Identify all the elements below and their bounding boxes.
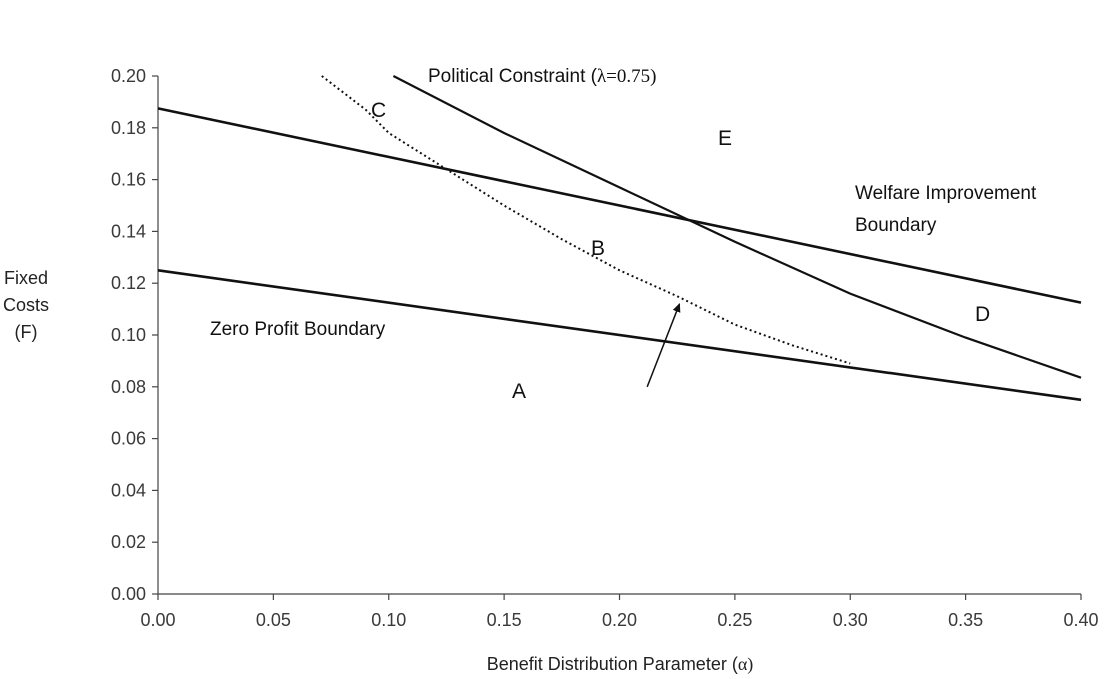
y-tick-label: 0.16 <box>111 170 146 190</box>
x-axis-title-alpha: α) <box>738 654 753 675</box>
x-tick-label: 0.35 <box>948 610 983 630</box>
x-tick-label: 0.40 <box>1063 610 1098 630</box>
political-constraint-line <box>392 75 1082 379</box>
y-axis-title-line3: (F) <box>15 322 38 342</box>
zero-profit-boundary-line <box>157 269 1082 402</box>
x-tick-label: 0.05 <box>256 610 291 630</box>
y-tick-label: 0.10 <box>111 325 146 345</box>
x-tick-label: 0.00 <box>140 610 175 630</box>
welfare-label-line1: Welfare Improvement <box>855 183 1037 204</box>
welfare-label-line2: Boundary <box>855 215 937 236</box>
region-b: B <box>591 237 605 260</box>
y-tick-label: 0.00 <box>111 584 146 604</box>
political-constraint-param: λ=0.75) <box>597 66 657 87</box>
x-tick-label: 0.10 <box>371 610 406 630</box>
y-axis-title-line2: Costs <box>3 295 49 315</box>
y-ticks: 0.00 0.02 0.04 0.06 0.08 0.10 0.12 0.14 0.16 0.18… <box>111 66 158 604</box>
y-tick-label: 0.18 <box>111 118 146 138</box>
shifted-constraint-dotted-line <box>321 75 851 365</box>
x-tick-label: 0.15 <box>487 610 522 630</box>
y-tick-label: 0.08 <box>111 377 146 397</box>
y-tick-label: 0.06 <box>111 429 146 449</box>
y-tick-label: 0.02 <box>111 532 146 552</box>
x-axis-title: Benefit Distribution Parameter (α) <box>487 654 754 675</box>
welfare-improvement-boundary-line <box>157 107 1082 304</box>
region-c: C <box>371 99 386 122</box>
y-tick-label: 0.14 <box>111 221 146 241</box>
shift-arrow <box>646 302 681 388</box>
x-ticks: 0.00 0.05 0.10 0.15 0.20 0.25 0.30 0.35 0.40 <box>140 594 1099 630</box>
x-tick-label: 0.30 <box>833 610 868 630</box>
x-tick-label: 0.25 <box>717 610 752 630</box>
y-tick-label: 0.12 <box>111 273 146 293</box>
y-tick-label: 0.04 <box>111 480 146 500</box>
y-tick-label: 0.20 <box>111 66 146 86</box>
zero-profit-label: Zero Profit Boundary <box>210 319 386 340</box>
region-e: E <box>718 127 732 150</box>
region-d: D <box>975 303 990 326</box>
x-tick-label: 0.20 <box>602 610 637 630</box>
y-axis-title-line1: Fixed <box>4 268 48 288</box>
political-constraint-label: Political Constraint (λ=0.75) <box>428 66 656 87</box>
region-a: A <box>512 380 526 403</box>
